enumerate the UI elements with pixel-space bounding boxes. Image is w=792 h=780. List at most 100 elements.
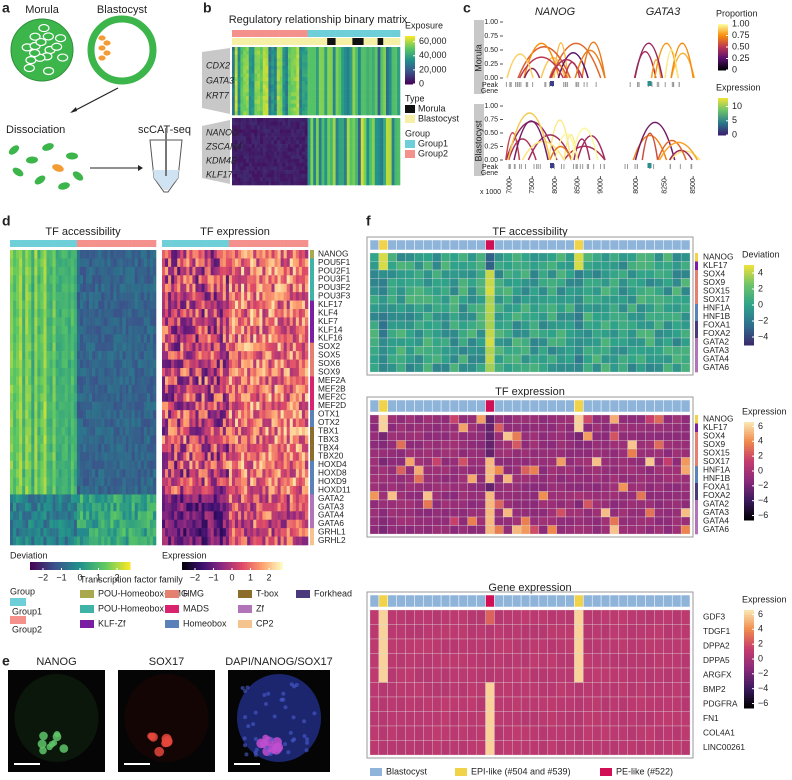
heatmap-cell: [110, 292, 113, 301]
heatmap-cell: [59, 402, 62, 411]
heatmap-cell: [352, 100, 355, 104]
heatmap-cell: [364, 178, 367, 182]
heatmap-cell: [129, 301, 132, 310]
heatmap-cell: [263, 81, 266, 85]
heatmap-cell: [174, 292, 177, 301]
heatmap-cell: [25, 385, 28, 394]
heatmap-cell: [232, 70, 235, 74]
heatmap-cell: [83, 444, 86, 453]
heatmap-cell: [302, 85, 305, 89]
heatmap-cell: [174, 309, 177, 318]
heatmap-cell: [153, 368, 156, 377]
heatmap-cell: [277, 70, 280, 74]
heatmap-cell: [350, 148, 353, 152]
heatmap-cell: [208, 511, 211, 520]
heatmap-cell: [168, 301, 171, 310]
heatmap-cell: [183, 427, 186, 436]
heatmap-cell: [192, 410, 195, 419]
heatmap-cell: [68, 520, 71, 529]
group-bar: [89, 240, 92, 247]
heatmap-cell: [288, 92, 291, 96]
heatmap-cell: [107, 435, 110, 444]
heatmap-cell: [189, 376, 192, 385]
heatmap-cell: [104, 435, 107, 444]
heatmap-cell: [31, 326, 34, 335]
heatmap-cell: [260, 77, 263, 81]
heatmap-cell: [129, 520, 132, 529]
heatmap-cell: [394, 181, 397, 185]
heatmap-cell: [83, 334, 86, 343]
heatmap-cell: [294, 152, 297, 156]
heatmap-cell: [110, 250, 113, 259]
heatmap-cell: [263, 70, 266, 74]
heatmap-cell: [313, 70, 316, 74]
heatmap-cell: [13, 309, 16, 318]
heatmap-cell: [263, 140, 266, 144]
heatmap-cell: [86, 309, 89, 318]
heatmap-cell: [186, 393, 189, 402]
heatmap-cell: [113, 469, 116, 478]
type-bar: [341, 38, 344, 45]
heatmap-cell: [40, 326, 43, 335]
heatmap-cell: [180, 419, 183, 428]
heatmap-cell: [350, 107, 353, 111]
heatmap-cell: [174, 351, 177, 360]
heatmap-cell: [319, 144, 322, 148]
heatmap-cell: [336, 152, 339, 156]
heatmap-cell: [192, 478, 195, 487]
heatmap-cell: [386, 170, 389, 174]
heatmap-cell: [110, 486, 113, 495]
heatmap-cell: [104, 317, 107, 326]
heatmap-cell: [110, 258, 113, 267]
group-bar: [144, 240, 147, 247]
heatmap-cell: [22, 520, 25, 529]
heatmap-cell: [104, 393, 107, 402]
heatmap-cell: [299, 62, 302, 66]
heatmap-cell: [104, 503, 107, 512]
heatmap-cell: [138, 410, 141, 419]
heatmap-cell: [299, 163, 302, 167]
heatmap-cell: [116, 317, 119, 326]
heatmap-cell: [62, 385, 65, 394]
heatmap-cell: [171, 284, 174, 293]
heatmap-cell: [336, 111, 339, 115]
heatmap-cell: [378, 181, 381, 185]
heatmap-cell: [361, 178, 364, 182]
heatmap-cell: [153, 393, 156, 402]
heatmap-cell: [110, 368, 113, 377]
heatmap-cell: [372, 73, 375, 77]
heatmap-cell: [380, 107, 383, 111]
heatmap-cell: [113, 537, 116, 546]
heatmap-cell: [260, 140, 263, 144]
heatmap-cell: [110, 284, 113, 293]
heatmap-cell: [86, 461, 89, 470]
heatmap-cell: [294, 96, 297, 100]
heatmap-cell: [22, 343, 25, 352]
heatmap-cell: [113, 528, 116, 537]
heatmap-cell: [150, 402, 153, 411]
heatmap-cell: [168, 393, 171, 402]
heatmap-cell: [296, 96, 299, 100]
heatmap-cell: [123, 511, 126, 520]
heatmap-cell: [205, 250, 208, 259]
heatmap-cell: [299, 133, 302, 137]
heatmap-cell: [162, 503, 165, 512]
heatmap-cell: [336, 70, 339, 74]
heatmap-cell: [153, 503, 156, 512]
heatmap-cell: [98, 351, 101, 360]
heatmap-cell: [364, 144, 367, 148]
heatmap-cell: [116, 452, 119, 461]
heatmap-cell: [310, 77, 313, 81]
heatmap-cell: [254, 92, 257, 96]
group-bar: [192, 240, 195, 247]
heatmap-cell: [10, 334, 13, 343]
heatmap-cell: [260, 181, 263, 185]
heatmap-cell: [336, 181, 339, 185]
heatmap-cell: [336, 66, 339, 70]
group-bar: [59, 240, 62, 247]
heatmap-cell: [313, 166, 316, 170]
heatmap-cell: [254, 133, 257, 137]
heatmap-cell: [53, 284, 56, 293]
heatmap-cell: [132, 267, 135, 276]
heatmap-cell: [249, 174, 252, 178]
